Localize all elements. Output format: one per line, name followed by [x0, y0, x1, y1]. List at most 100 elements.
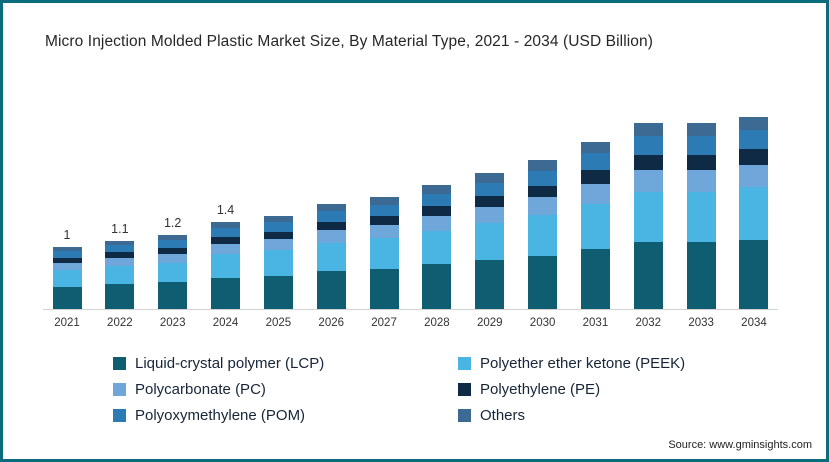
segment-2022-6: [105, 240, 135, 246]
bar-slot-2031: [577, 123, 613, 309]
segment-2021-1: [52, 286, 82, 309]
segment-2028-3: [422, 216, 452, 231]
bar-slot-2032: [630, 104, 666, 309]
stacked-bar-2023: [158, 234, 188, 309]
segment-2024-4: [211, 237, 241, 244]
segment-2022-3: [105, 257, 135, 266]
bar-value-label: 1: [63, 228, 71, 243]
segment-2028-2: [422, 230, 452, 265]
legend-swatch-icon: [113, 383, 126, 396]
segment-2023-5: [158, 240, 188, 248]
bar-slot-2025: [260, 197, 296, 309]
legend-label: Polyoxymethylene (POM): [135, 407, 306, 424]
segment-2033-6: [686, 123, 716, 137]
bar-slot-2034: [736, 98, 772, 309]
segment-2021-2: [52, 269, 82, 287]
segment-2034-6: [739, 116, 769, 130]
segment-2031-6: [580, 141, 610, 154]
segment-2021-4: [52, 257, 82, 263]
segment-2029-3: [475, 207, 505, 224]
stacked-bar-2034: [739, 116, 769, 309]
segment-2023-6: [158, 234, 188, 241]
segment-2028-1: [422, 264, 452, 309]
legend-swatch-icon: [113, 357, 126, 370]
bar-slot-2029: [472, 154, 508, 309]
segment-2022-1: [105, 284, 135, 309]
segment-2034-4: [739, 149, 769, 165]
x-tick-2031: 2031: [582, 317, 609, 329]
stacked-bar-2021: [52, 247, 82, 309]
legend-swatch-icon: [458, 383, 471, 396]
segment-2021-3: [52, 262, 82, 270]
segment-2032-1: [633, 242, 663, 309]
segment-2034-3: [739, 164, 769, 188]
bar-value-label: 1.1: [111, 221, 129, 236]
segment-2027-5: [369, 204, 399, 217]
x-tick-2032: 2032: [635, 317, 662, 329]
x-tick-2033: 2033: [688, 317, 714, 329]
legend-label: Polyether ether ketone (PEEK): [480, 355, 686, 372]
bar-slot-2030: [525, 141, 561, 309]
x-tick-2027: 2027: [371, 317, 397, 329]
segment-2027-6: [369, 197, 399, 205]
segment-2031-2: [580, 203, 610, 249]
segment-2026-2: [316, 242, 346, 272]
segment-2029-4: [475, 196, 505, 208]
source-attribution: Source: www.gminsights.com: [668, 439, 812, 451]
segment-2033-1: [686, 242, 716, 309]
segment-2024-2: [211, 254, 241, 278]
x-tick-2034: 2034: [741, 317, 767, 329]
legend-item-2: Polyether ether ketone (PEEK): [458, 355, 758, 372]
segment-2033-4: [686, 154, 716, 170]
segment-2030-2: [528, 215, 558, 256]
segment-2026-5: [316, 211, 346, 222]
stacked-bar-2022: [105, 240, 135, 309]
segment-2023-4: [158, 247, 188, 254]
segment-2022-2: [105, 265, 135, 285]
bar-value-label: 1.2: [163, 215, 182, 230]
segment-2034-2: [739, 187, 769, 240]
bar-slot-2033: [683, 104, 719, 309]
segment-2027-1: [369, 268, 399, 309]
segment-2031-3: [580, 183, 610, 204]
stacked-bar-2033: [686, 123, 716, 309]
x-tick-2025: 2025: [265, 317, 292, 329]
stacked-bar-2029: [475, 172, 505, 309]
x-tick-2029: 2029: [476, 317, 503, 329]
segment-2029-2: [475, 223, 505, 261]
segment-2030-4: [528, 185, 558, 198]
segment-2029-5: [475, 182, 505, 197]
segment-2032-3: [633, 169, 663, 192]
x-tick-2024: 2024: [212, 317, 239, 329]
segment-2022-4: [105, 251, 135, 258]
legend-item-5: Polyoxymethylene (POM): [113, 407, 458, 424]
stacked-bar-2025: [263, 216, 293, 309]
legend-swatch-icon: [458, 409, 471, 422]
segment-2030-3: [528, 197, 558, 216]
bar-slot-2022: 1.1: [102, 222, 138, 309]
stacked-bar-2027: [369, 197, 399, 309]
stacked-bar-2028: [422, 185, 452, 309]
bar-slot-2021: 1: [49, 228, 85, 309]
stacked-bar-2026: [316, 203, 346, 309]
segment-2025-6: [263, 216, 293, 223]
segment-2023-1: [158, 282, 188, 309]
stacked-bar-2024: [211, 222, 241, 309]
segment-2024-3: [211, 243, 241, 255]
plot-area: 1 1.1 1.2 1.4: [43, 77, 778, 310]
stacked-bar-2030: [528, 160, 558, 309]
segment-2031-5: [580, 153, 610, 171]
segment-2034-5: [739, 129, 769, 150]
segment-2026-3: [316, 230, 346, 243]
segment-2025-2: [263, 250, 293, 276]
bar-slot-2028: [419, 166, 455, 309]
segment-2021-5: [52, 251, 82, 258]
segment-2022-5: [105, 245, 135, 252]
segment-2031-4: [580, 170, 610, 184]
x-tick-2026: 2026: [318, 317, 345, 329]
segment-2024-1: [211, 278, 241, 309]
legend-item-3: Polycarbonate (PC): [113, 381, 458, 398]
segment-2028-5: [422, 193, 452, 207]
chart-title: Micro Injection Molded Plastic Market Si…: [45, 33, 653, 50]
